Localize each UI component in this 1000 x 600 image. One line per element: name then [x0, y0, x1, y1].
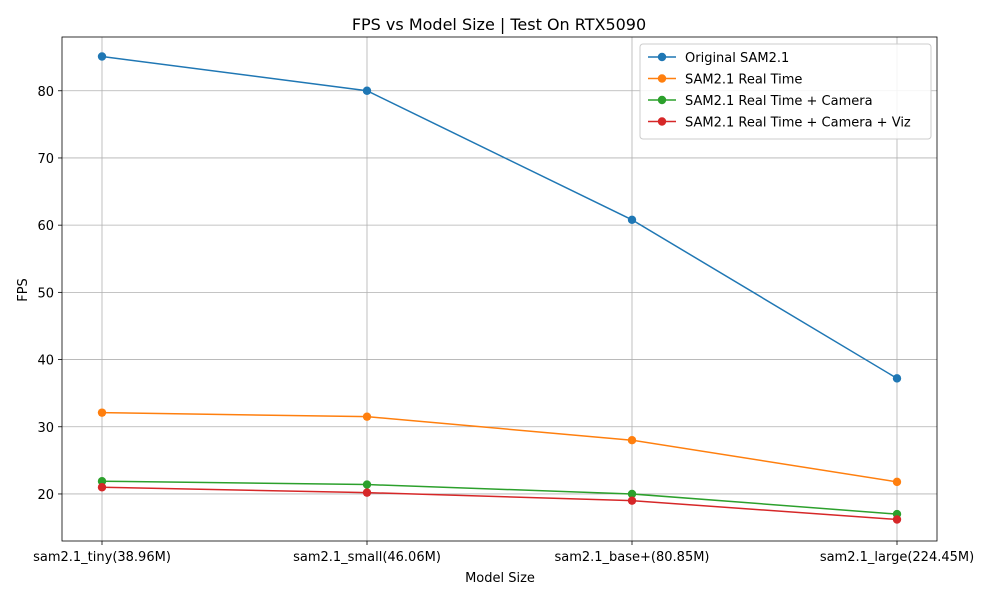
legend-marker	[657, 74, 667, 83]
data-point	[627, 489, 637, 499]
series-2	[97, 408, 902, 487]
legend-marker	[657, 95, 667, 105]
chart-title: FPS vs Model Size | Test On RTX5090	[352, 15, 646, 34]
x-axis-label: Model Size	[465, 571, 535, 586]
legend-label: SAM2.1 Real Time + Camera + Viz	[685, 116, 911, 131]
series-line	[101, 480, 898, 515]
series-4	[97, 483, 902, 524]
data-point	[627, 496, 637, 505]
data-point	[97, 408, 107, 417]
data-point	[362, 86, 372, 95]
data-point	[362, 412, 372, 421]
legend: Original SAM2.1 SAM2.1 Real Time SAM2.1 Re…	[639, 43, 932, 140]
data-point	[892, 515, 902, 524]
y-tick-label: 30	[37, 421, 54, 436]
data-point	[97, 476, 107, 486]
legend-box	[639, 43, 932, 140]
plot-frame	[61, 36, 938, 542]
y-tick-label: 40	[37, 354, 54, 369]
data-point	[627, 215, 637, 224]
grid	[62, 37, 937, 541]
legend-label: SAM2.1 Real Time	[685, 73, 802, 88]
legend-item: SAM2.1 Real Time + Camera + Viz	[648, 116, 911, 131]
series-line	[101, 486, 898, 521]
data-point	[97, 483, 107, 492]
axes: sam2.1_tiny(38.96M) sam2.1_small(46.06M) s…	[33, 36, 974, 565]
y-tick-label: 70	[37, 152, 54, 167]
data-point	[892, 477, 902, 487]
series-line	[101, 411, 898, 483]
legend-item: SAM2.1 Real Time	[648, 73, 802, 88]
legend-marker	[657, 117, 667, 126]
series-1	[97, 52, 902, 383]
y-tick-label: 60	[37, 219, 54, 234]
data-point	[627, 436, 637, 445]
series-layer	[97, 52, 902, 524]
legend-marker	[657, 52, 667, 62]
data-point	[362, 480, 372, 489]
data-point	[892, 374, 902, 383]
x-tick-label: sam2.1_small(46.06M)	[293, 550, 441, 565]
y-tick-label: 80	[37, 85, 54, 100]
legend-label: Original SAM2.1	[685, 51, 789, 66]
legend-item: Original SAM2.1	[648, 51, 789, 66]
data-point	[97, 52, 107, 61]
data-point	[362, 488, 372, 497]
x-tick-label: sam2.1_large(224.45M)	[820, 550, 974, 565]
y-axis-label: FPS	[16, 278, 31, 302]
series-line	[101, 55, 898, 380]
series-3	[97, 476, 902, 519]
y-tick-label: 20	[37, 488, 54, 503]
y-tick-label: 50	[37, 286, 54, 301]
x-tick-label: sam2.1_base+(80.85M)	[554, 550, 709, 565]
x-tick-label: sam2.1_tiny(38.96M)	[33, 550, 171, 565]
legend-label: SAM2.1 Real Time + Camera	[685, 94, 873, 109]
legend-item: SAM2.1 Real Time + Camera	[648, 94, 873, 109]
